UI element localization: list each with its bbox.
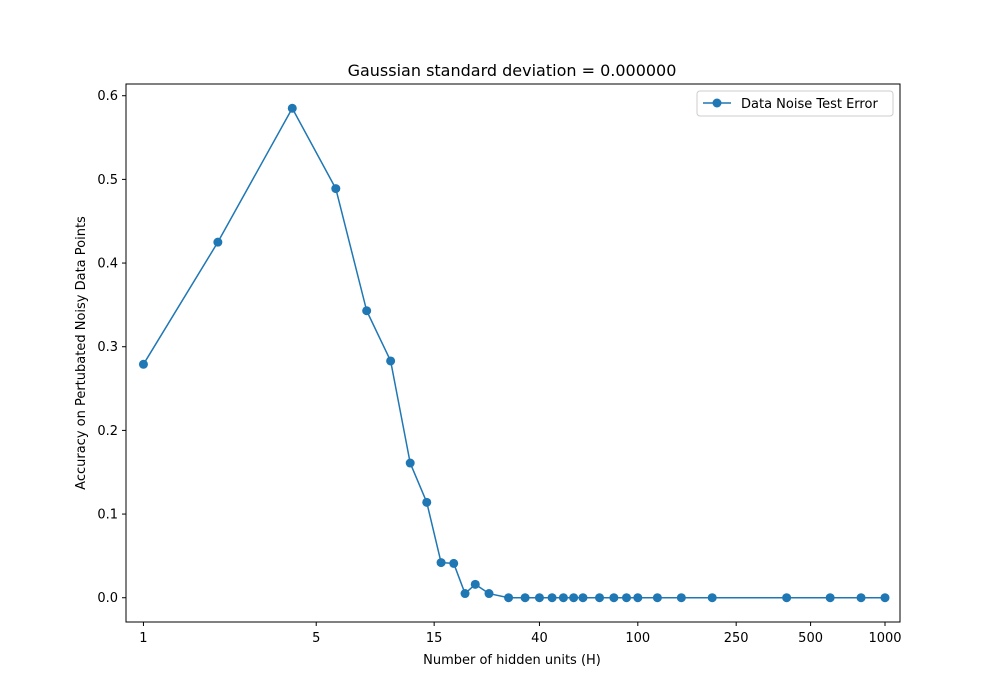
data-point xyxy=(569,593,579,603)
data-point xyxy=(287,103,297,113)
y-axis-label: Accuracy on Pertubated Noisy Data Points xyxy=(74,216,89,490)
data-point xyxy=(362,306,372,316)
data-point xyxy=(470,579,480,589)
data-point xyxy=(622,593,632,603)
legend-label: Data Noise Test Error xyxy=(741,97,878,112)
y-axis-ticks: 0.0 0.1 0.2 0.3 0.4 0.5 0.6 xyxy=(97,89,126,606)
data-point xyxy=(880,593,890,603)
x-tick-label: 5 xyxy=(312,631,320,646)
x-tick-label: 500 xyxy=(798,631,823,646)
data-point xyxy=(422,497,432,507)
data-point xyxy=(436,558,446,568)
x-tick-label: 15 xyxy=(426,631,443,646)
data-point xyxy=(595,593,605,603)
data-point xyxy=(484,589,494,599)
data-point xyxy=(825,593,835,603)
x-axis-label: Number of hidden units (H) xyxy=(423,653,601,668)
data-point xyxy=(534,593,544,603)
data-point xyxy=(578,593,588,603)
x-tick-label: 250 xyxy=(724,631,749,646)
x-tick-label: 1 xyxy=(139,631,147,646)
data-point xyxy=(386,356,396,366)
data-point xyxy=(405,458,415,468)
y-tick-label: 0.4 xyxy=(97,257,118,272)
data-point xyxy=(707,593,717,603)
data-point xyxy=(782,593,792,603)
x-tick-label: 40 xyxy=(531,631,548,646)
y-tick-label: 0.6 xyxy=(97,89,118,104)
data-point xyxy=(520,593,530,603)
data-point xyxy=(856,593,866,603)
data-point xyxy=(547,593,557,603)
data-point xyxy=(331,184,341,194)
y-tick-label: 0.2 xyxy=(97,424,118,439)
data-point xyxy=(633,593,643,603)
y-tick-label: 0.1 xyxy=(97,508,118,523)
x-axis-ticks: 1 5 15 40 100 250 500 1000 xyxy=(139,622,902,646)
data-point xyxy=(676,593,686,603)
chart-title: Gaussian standard deviation = 0.000000 xyxy=(348,61,677,80)
data-point xyxy=(504,593,514,603)
plot-area xyxy=(125,83,901,623)
series-group xyxy=(138,103,890,603)
legend: Data Noise Test Error xyxy=(696,90,894,117)
legend-box xyxy=(696,90,894,117)
data-point xyxy=(652,593,662,603)
y-tick-label: 0.3 xyxy=(97,340,118,355)
legend-marker xyxy=(712,98,722,108)
data-point xyxy=(609,593,619,603)
data-point xyxy=(449,558,459,568)
x-tick-label: 1000 xyxy=(868,631,901,646)
y-tick-label: 0.5 xyxy=(97,173,118,188)
data-point xyxy=(460,589,470,599)
x-tick-label: 100 xyxy=(625,631,650,646)
y-tick-label: 0.0 xyxy=(97,591,118,606)
data-point xyxy=(558,593,568,603)
data-point xyxy=(138,359,148,369)
data-point xyxy=(213,237,223,247)
